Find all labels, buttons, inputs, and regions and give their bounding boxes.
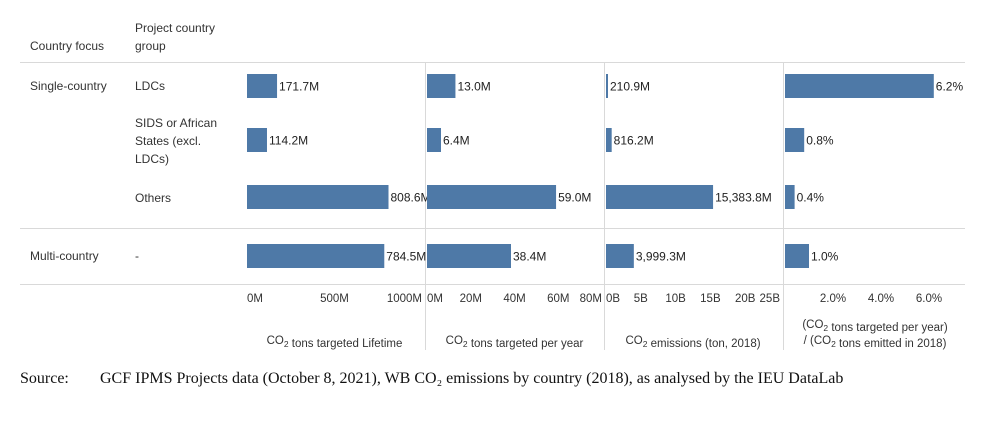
- x-axis-label: CO2 tons targeted per year: [446, 335, 584, 350]
- row-group-label: States (excl.: [135, 134, 201, 148]
- header-project-group-2: group: [135, 39, 166, 53]
- x-tick-label: 6.0%: [916, 293, 942, 305]
- bar-data-label: 808.6M: [391, 191, 431, 205]
- x-tick-label: 80M: [580, 293, 602, 305]
- bar: [785, 185, 795, 209]
- x-axis-label: CO2 tons targeted Lifetime: [267, 335, 403, 350]
- bar-data-label: 1.0%: [811, 250, 839, 264]
- bar: [606, 244, 634, 268]
- x-tick-label: 0B: [606, 293, 620, 305]
- x-tick-label: 15B: [700, 293, 721, 305]
- bar-data-label: 816.2M: [614, 134, 654, 148]
- row-group-label: SIDS or African: [135, 116, 217, 130]
- x-tick-label: 20M: [460, 293, 482, 305]
- bar-data-label: 210.9M: [610, 80, 650, 94]
- x-axis-label: / (CO2 tons emitted in 2018): [804, 335, 947, 350]
- x-tick-label: 40M: [503, 293, 525, 305]
- row-group-label: LDCs): [135, 152, 169, 166]
- bar: [606, 74, 608, 98]
- row-group-label: Others: [135, 191, 171, 205]
- bar: [785, 74, 934, 98]
- x-tick-label: 5B: [634, 293, 648, 305]
- bar: [785, 128, 805, 152]
- bar: [427, 185, 557, 209]
- bar-data-label: 13.0M: [457, 80, 490, 94]
- row-focus-label: Single-country: [30, 79, 107, 93]
- row-group-label: -: [135, 249, 139, 263]
- x-tick-label: 0M: [427, 293, 443, 305]
- x-tick-label: 60M: [547, 293, 569, 305]
- row-focus-label: Multi-country: [30, 249, 99, 263]
- source-note: Source: GCF IPMS Projects data (October 8…: [20, 368, 970, 389]
- x-tick-label: 2.0%: [820, 293, 846, 305]
- bar-data-label: 38.4M: [513, 250, 546, 264]
- table-frame: Country focus Project country group: [20, 21, 965, 285]
- bar-data-label: 0.4%: [797, 191, 825, 205]
- source-text: GCF IPMS Projects data (October 8, 2021)…: [100, 370, 844, 387]
- bar-data-label: 784.5M: [386, 250, 426, 264]
- x-tick-label: 4.0%: [868, 293, 894, 305]
- x-tick-label: 25B: [760, 293, 781, 305]
- header-project-group: Project country: [135, 21, 215, 35]
- bar-data-label: 6.4M: [443, 134, 470, 148]
- source-label: Source:: [20, 370, 69, 387]
- bar-data-label: 15,383.8M: [715, 191, 772, 205]
- bar-data-label: 0.8%: [806, 134, 834, 148]
- bar: [427, 74, 456, 98]
- bar: [247, 244, 385, 268]
- bar-data-label: 3,999.3M: [636, 250, 686, 264]
- bar: [427, 244, 511, 268]
- bar: [785, 244, 809, 268]
- bar: [606, 128, 612, 152]
- x-tick-label: 0M: [247, 293, 263, 305]
- header-country-focus: Country focus: [30, 39, 104, 53]
- row-group-label: LDCs: [135, 79, 165, 93]
- bar: [247, 74, 278, 98]
- bar-data-label: 114.2M: [269, 134, 308, 148]
- bar: [247, 128, 267, 152]
- x-tick-label: 20B: [735, 293, 756, 305]
- x-axis-label: (CO2 tons targeted per year): [802, 319, 948, 334]
- bar-data-label: 171.7M: [279, 80, 319, 94]
- bar: [427, 128, 441, 152]
- chart-svg: Country focus Project country group Sing…: [20, 21, 965, 350]
- x-axis-label: CO2 emissions (ton, 2018): [625, 335, 760, 350]
- x-tick-label: 10B: [665, 293, 686, 305]
- bar-data-label: 6.2%: [936, 80, 964, 94]
- bar: [247, 185, 389, 209]
- chart-panels: Single-country LDCs SIDS or African States …: [30, 62, 963, 350]
- x-tick-label: 500M: [320, 293, 349, 305]
- bar: [606, 185, 714, 209]
- x-tick-label: 1000M: [387, 293, 422, 305]
- bar-data-label: 59.0M: [558, 191, 591, 205]
